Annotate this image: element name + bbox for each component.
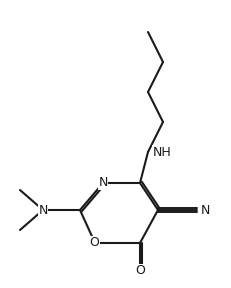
Text: N: N	[201, 204, 210, 217]
Text: N: N	[98, 177, 108, 190]
Text: O: O	[89, 236, 99, 249]
Text: N: N	[38, 204, 48, 217]
Text: O: O	[135, 264, 145, 278]
Text: NH: NH	[153, 145, 172, 158]
